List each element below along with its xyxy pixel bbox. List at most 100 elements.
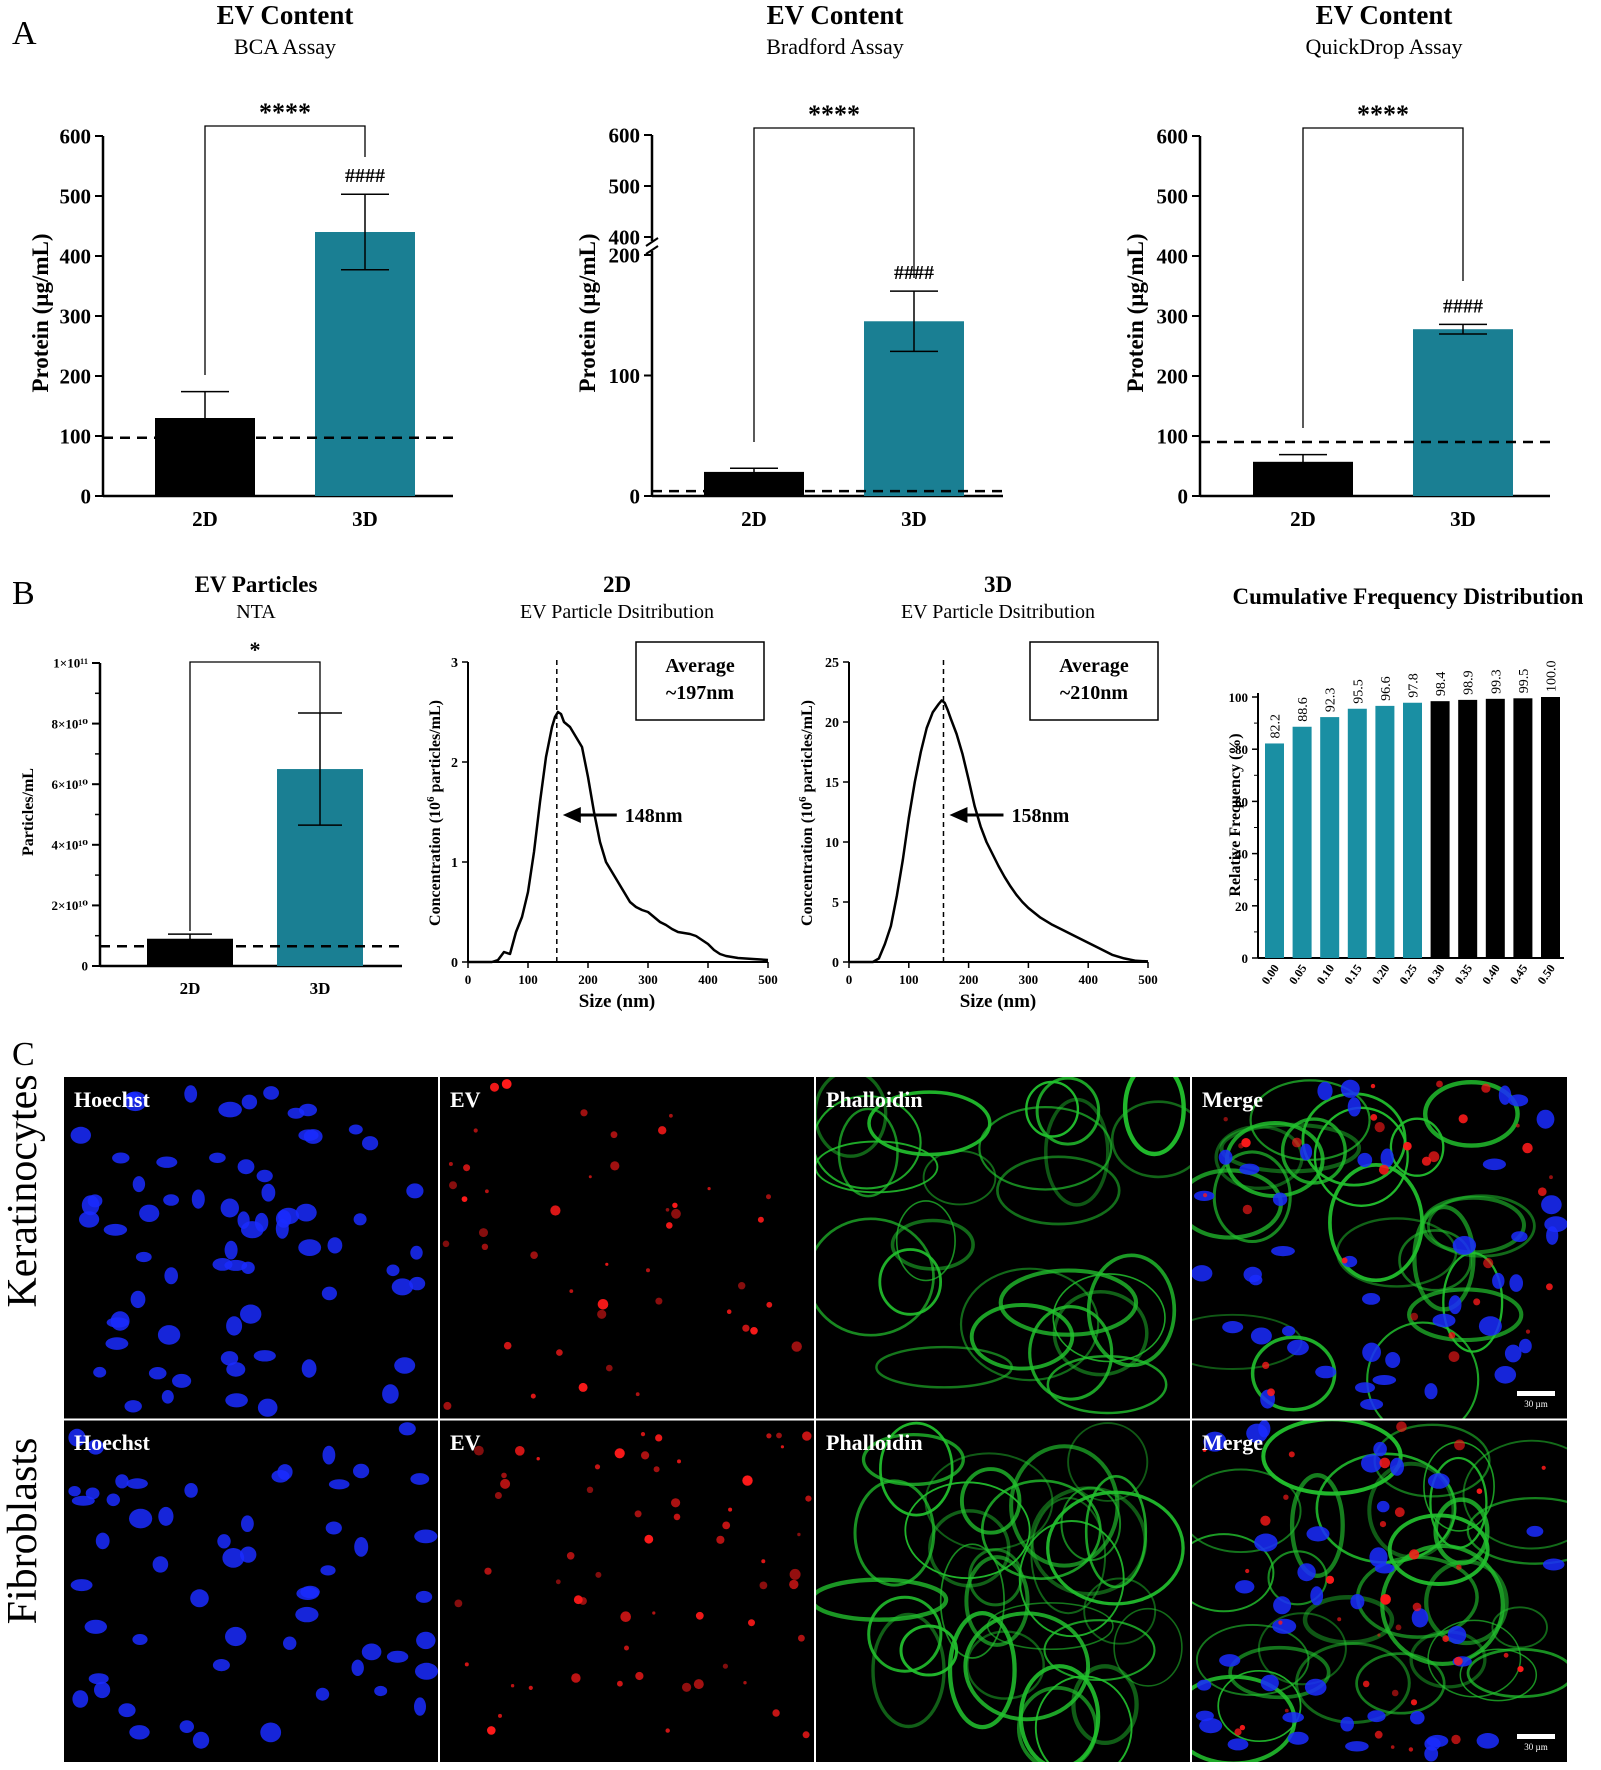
y-tick-label: 600 — [1157, 125, 1189, 149]
actin-filament — [816, 1077, 888, 1158]
y-tick-label: 1×10¹¹ — [53, 656, 88, 671]
nucleus — [148, 1367, 167, 1380]
x-tick-label: 200 — [959, 972, 979, 987]
ev-signal — [742, 1324, 750, 1332]
nucleus — [298, 1239, 322, 1256]
nucleus — [1526, 1525, 1544, 1537]
nucleus — [164, 1267, 178, 1285]
frequency-bar — [1403, 702, 1422, 958]
nucleus — [156, 1156, 178, 1168]
nucleus — [256, 1169, 273, 1183]
actin-filament — [1398, 1229, 1472, 1292]
ev-signal — [556, 1349, 563, 1356]
nucleus — [1235, 1580, 1255, 1594]
nucleus — [301, 1359, 317, 1378]
actin-filament — [861, 1432, 965, 1487]
actin-filament — [1110, 1100, 1191, 1179]
nucleus — [1340, 1079, 1360, 1098]
nucleus — [157, 1325, 181, 1345]
ev-signal — [1337, 1617, 1342, 1622]
actin-filament — [1029, 1486, 1148, 1596]
actin-filament — [966, 1630, 1045, 1700]
frequency-bar — [1292, 726, 1312, 958]
significance-label: * — [250, 637, 261, 662]
ev-signal — [673, 1513, 681, 1521]
y-tick-label: 400 — [1157, 245, 1189, 269]
nucleus — [126, 1092, 140, 1103]
y-tick-label: 40 — [1235, 847, 1248, 862]
micrograph-fibroblasts-hoechst: Hoechst — [64, 1420, 439, 1762]
significance-bracket — [753, 127, 915, 442]
actin-filament — [998, 1268, 1139, 1337]
ev-signal — [666, 1222, 673, 1229]
nucleus — [1432, 1313, 1456, 1328]
scale-bar — [1517, 1391, 1555, 1396]
ev-signal — [1262, 1361, 1270, 1369]
ev-signal — [655, 1434, 663, 1442]
micrograph-keratinocytes-ev: EV — [440, 1077, 815, 1419]
nucleus — [353, 1463, 370, 1479]
actin-filament — [969, 1303, 1075, 1371]
ev-signal — [1436, 1080, 1443, 1088]
bar-value-label: 82.2 — [1269, 714, 1284, 739]
nucleus — [1373, 1441, 1387, 1457]
x-tick-label: 2D — [180, 979, 201, 998]
chart-nta: EV Particles NTA Particles/mL 0 2×10¹⁰ 4×1… — [20, 572, 402, 998]
x-axis-label: Size (nm) — [960, 991, 1037, 1012]
nucleus — [1546, 1226, 1559, 1245]
nucleus — [257, 1398, 278, 1417]
ev-signal — [1292, 1137, 1302, 1148]
nucleus — [1411, 1608, 1429, 1628]
micrograph-label-hoechst: Hoechst — [74, 1087, 150, 1112]
nucleus — [124, 1400, 142, 1413]
hash-significance-label: #### — [345, 165, 385, 187]
y-tick-label: 500 — [60, 185, 92, 209]
ev-signal — [693, 1679, 704, 1690]
nucleus — [1287, 1339, 1309, 1356]
ev-signal — [1394, 1507, 1405, 1518]
chart-subtitle: EV Particle Dsitribution — [901, 601, 1095, 623]
nucleus — [70, 1579, 93, 1592]
ev-signal — [605, 1262, 609, 1266]
nucleus — [225, 1393, 248, 1408]
nucleus — [275, 1218, 289, 1239]
nucleus — [172, 1373, 192, 1388]
ev-signal — [644, 1534, 654, 1544]
y-tick-label: 8×10¹⁰ — [52, 716, 89, 731]
nucleus — [241, 1515, 254, 1532]
nucleus — [1282, 1325, 1296, 1337]
nucleus — [130, 1290, 146, 1309]
ev-signal — [797, 1532, 801, 1537]
nucleus — [1426, 1734, 1449, 1748]
nucleus — [1361, 1454, 1382, 1473]
ev-signal — [1379, 1457, 1391, 1469]
actin-filament — [816, 1094, 922, 1190]
y-axis-label: Concentration (106 particles/mL) — [797, 700, 816, 926]
ev-signal — [1242, 1204, 1253, 1215]
frequency-bar — [1458, 699, 1478, 958]
ev-signal — [757, 1216, 764, 1223]
arrow-head — [949, 807, 968, 823]
panel-label-c: C — [12, 1036, 35, 1073]
nucleus — [1239, 1163, 1260, 1175]
ev-signal — [1267, 1388, 1275, 1397]
actin-filament — [878, 1248, 942, 1316]
ev-signal — [641, 1451, 650, 1460]
micrograph-content — [442, 1079, 802, 1410]
frequency-bar — [1320, 717, 1340, 958]
y-tick-label: 0 — [1178, 485, 1189, 509]
ev-signal — [646, 1268, 650, 1273]
nucleus — [241, 1221, 264, 1239]
nucleus — [224, 1240, 238, 1260]
nucleus — [158, 1506, 174, 1526]
ev-signal — [494, 1492, 502, 1499]
ev-signal — [743, 1681, 747, 1685]
ev-signal — [1409, 1549, 1420, 1560]
ev-signal — [802, 1431, 812, 1441]
nucleus — [406, 1183, 424, 1199]
x-tick-label: 3D — [352, 507, 378, 531]
y-tick-label: 300 — [60, 305, 92, 329]
ev-signal — [530, 1251, 538, 1259]
nucleus — [1347, 1097, 1361, 1117]
